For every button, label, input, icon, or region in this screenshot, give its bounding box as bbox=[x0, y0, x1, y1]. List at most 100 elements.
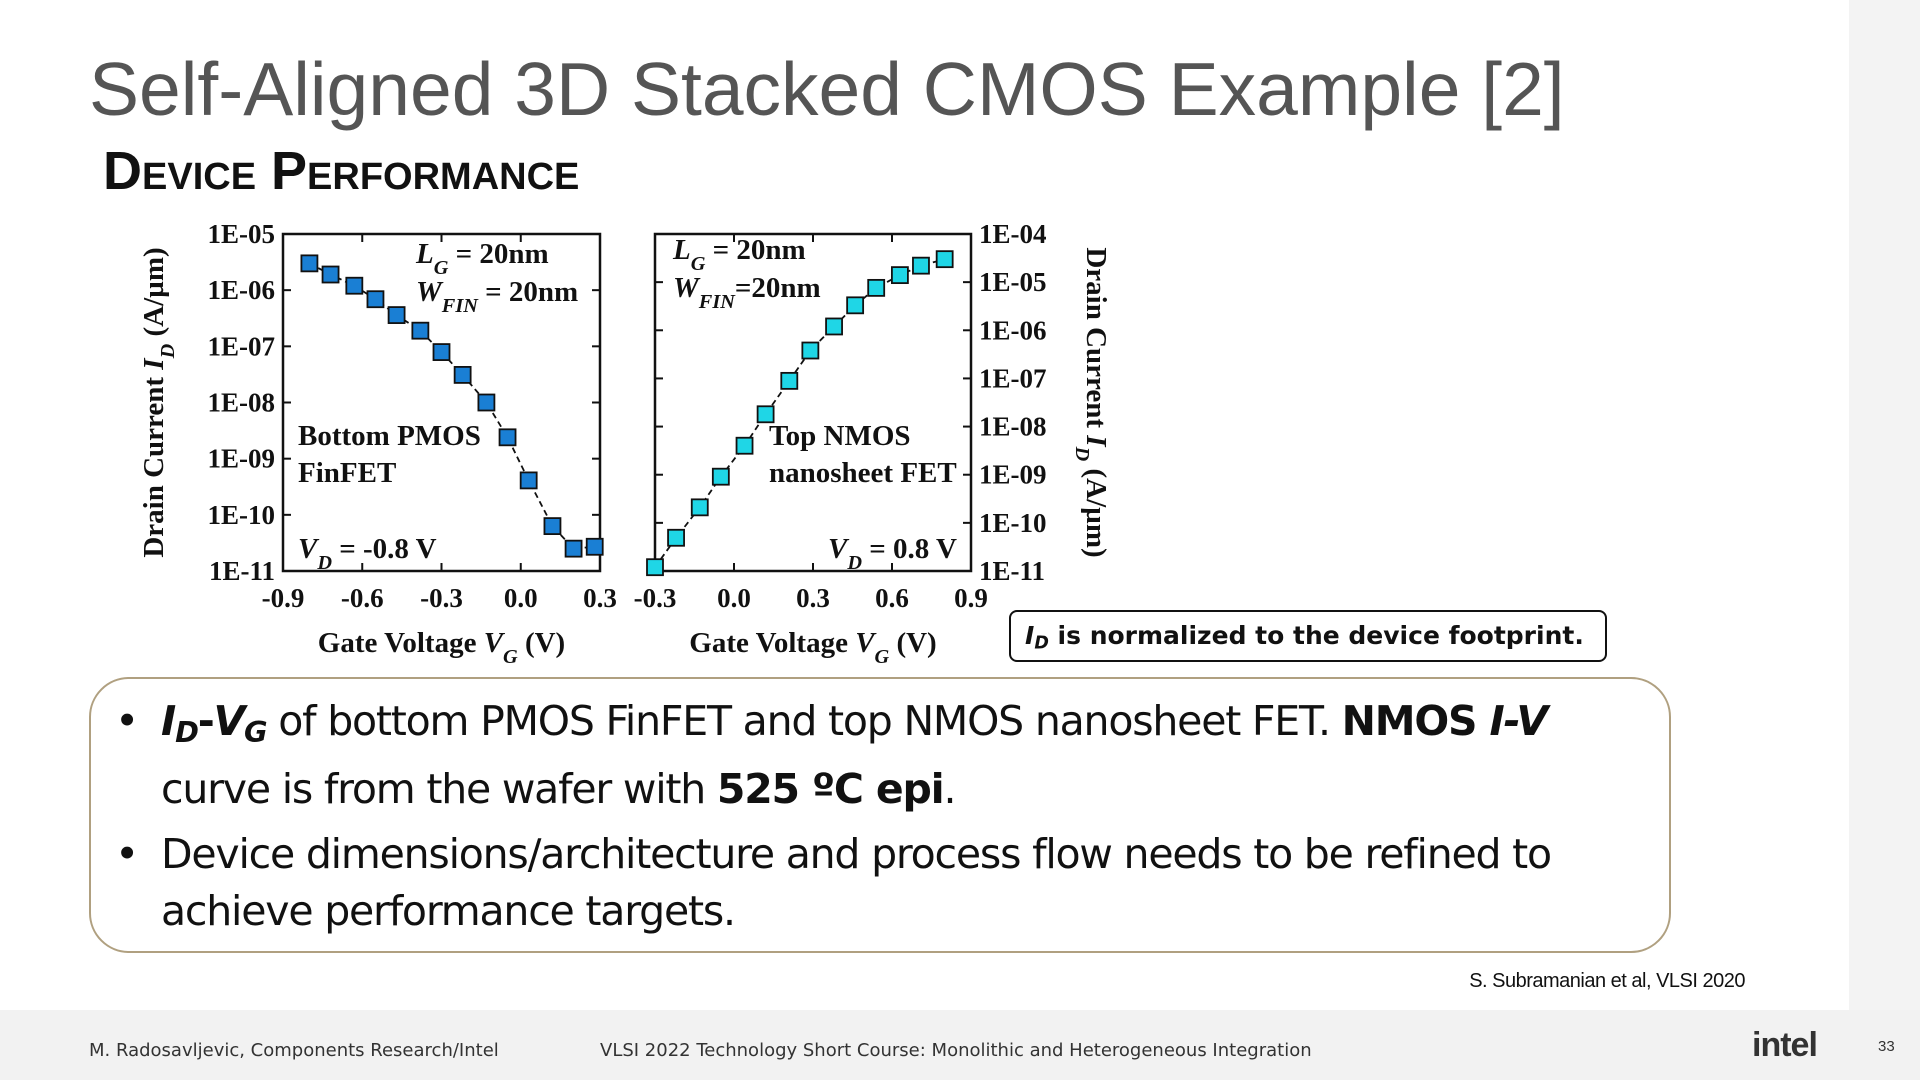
text-run: = 20nm bbox=[448, 238, 548, 270]
text-run: D bbox=[1071, 446, 1093, 462]
text-run: nanosheet FET bbox=[769, 457, 957, 489]
marker bbox=[564, 539, 583, 558]
text-run: (V) bbox=[518, 627, 566, 659]
text-run: I bbox=[161, 697, 176, 745]
marker bbox=[585, 537, 604, 556]
text-run: V bbox=[855, 627, 877, 659]
annotation: VD = -0.8 V bbox=[298, 533, 437, 574]
text-run: =20nm bbox=[735, 272, 821, 304]
text-run: (A/µm) bbox=[138, 247, 170, 343]
text-run: FIN bbox=[441, 295, 479, 317]
text-run: D bbox=[175, 715, 199, 750]
marker bbox=[912, 256, 930, 275]
text-run: V bbox=[828, 533, 850, 565]
y-axis-label: Drain Current ID (A/µm) bbox=[1071, 247, 1112, 557]
text-run: FinFET bbox=[298, 457, 396, 489]
marker bbox=[453, 366, 472, 384]
annotation: FinFET bbox=[298, 457, 396, 489]
bullet: Device dimensions/architecture and proce… bbox=[115, 826, 1639, 940]
y-tick-label: 1E-11 bbox=[209, 556, 275, 586]
annotation: WFIN=20nm bbox=[673, 272, 821, 313]
marker bbox=[825, 317, 843, 336]
x-tick-label: -0.6 bbox=[341, 583, 384, 613]
text-run: = -0.8 V bbox=[332, 533, 437, 565]
marker bbox=[477, 393, 496, 412]
charts: 1E-051E-061E-071E-081E-091E-101E-11-0.9-… bbox=[138, 219, 1112, 668]
page-number: 33 bbox=[1878, 1038, 1895, 1055]
section-title: Device Performance bbox=[103, 141, 580, 201]
marker bbox=[867, 278, 886, 297]
y-tick-label: 1E-06 bbox=[208, 275, 276, 305]
marker bbox=[432, 343, 451, 361]
text-run: I bbox=[1080, 434, 1112, 448]
marker bbox=[935, 250, 954, 269]
marker bbox=[735, 436, 754, 455]
marker bbox=[321, 265, 340, 284]
text-run: G bbox=[691, 253, 706, 275]
annotation: Top NMOS bbox=[769, 420, 911, 452]
text-run: NMOS bbox=[1341, 697, 1490, 745]
text-run: Device dimensions/architecture and proce… bbox=[161, 830, 1552, 936]
y-tick-label: 1E-11 bbox=[979, 556, 1045, 586]
text-run: Gate Voltage bbox=[318, 627, 484, 659]
marker bbox=[300, 254, 319, 273]
note-box: ID is normalized to the device footprint… bbox=[1009, 610, 1607, 662]
x-tick-label: 0.0 bbox=[717, 583, 751, 613]
text-run: curve is from the wafer with bbox=[161, 765, 717, 814]
text-run: = 0.8 V bbox=[862, 533, 957, 565]
slide-title: Self-Aligned 3D Stacked CMOS Example [2] bbox=[89, 47, 1565, 131]
text-run: FIN bbox=[698, 291, 736, 313]
text-run: G bbox=[875, 646, 890, 668]
citation: S. Subramanian et al, VLSI 2020 bbox=[1469, 970, 1745, 992]
y-axis-label: Drain Current ID (A/µm) bbox=[138, 247, 179, 557]
text-run: Gate Voltage bbox=[689, 627, 855, 659]
text-run: of bottom PMOS FinFET and top NMOS nanos… bbox=[266, 697, 1342, 745]
x-tick-label: 0.3 bbox=[796, 583, 830, 613]
text-run: I bbox=[138, 357, 170, 371]
y-tick-label: 1E-08 bbox=[979, 412, 1047, 442]
text-run: Drain Current bbox=[138, 370, 170, 558]
bullet: ID-VG of bottom PMOS FinFET and top NMOS… bbox=[115, 693, 1639, 818]
annotation: VD = 0.8 V bbox=[828, 533, 957, 574]
y-tick-label: 1E-07 bbox=[979, 363, 1047, 393]
marker bbox=[411, 321, 430, 340]
footer-course: VLSI 2022 Technology Short Course: Monol… bbox=[600, 1040, 1312, 1061]
logo: intel bbox=[1752, 1026, 1818, 1064]
y-tick-label: 1E-08 bbox=[208, 388, 276, 418]
marker bbox=[711, 467, 730, 486]
marker bbox=[519, 471, 538, 490]
text-run: L bbox=[672, 234, 691, 266]
footer-author: M. Radosavljevic, Components Research/In… bbox=[89, 1040, 499, 1061]
y-tick-label: 1E-05 bbox=[208, 219, 276, 249]
marker bbox=[756, 405, 775, 424]
y-tick-label: 1E-09 bbox=[208, 444, 276, 474]
text-run: G bbox=[244, 715, 268, 750]
text-run: W bbox=[416, 276, 444, 308]
x-tick-label: 0.6 bbox=[875, 583, 909, 613]
x-tick-label: -0.9 bbox=[262, 583, 305, 613]
text-run: (A/µm) bbox=[1080, 461, 1112, 557]
y-tick-label: 1E-07 bbox=[208, 331, 276, 361]
annotation: LG = 20nm bbox=[672, 234, 806, 275]
marker bbox=[846, 296, 865, 315]
text-run: - bbox=[197, 697, 215, 745]
y-tick-label: 1E-05 bbox=[979, 267, 1047, 297]
x-tick-label: -0.3 bbox=[420, 583, 463, 613]
text-run: (V) bbox=[889, 627, 937, 659]
text-run: = 20nm bbox=[478, 276, 578, 308]
annotation: WFIN = 20nm bbox=[416, 276, 578, 317]
text-run: Bottom PMOS bbox=[298, 420, 481, 452]
x-tick-label: 0.9 bbox=[954, 583, 988, 613]
marker bbox=[498, 428, 517, 447]
text-run: D bbox=[846, 552, 862, 574]
y-tick-label: 1E-10 bbox=[979, 508, 1047, 538]
marker bbox=[690, 498, 709, 517]
text-run: D bbox=[316, 552, 332, 574]
marker bbox=[667, 528, 685, 547]
text-run: I bbox=[1025, 621, 1035, 650]
annotation: nanosheet FET bbox=[769, 457, 957, 489]
marker bbox=[801, 341, 820, 360]
y-tick-label: 1E-09 bbox=[979, 460, 1047, 490]
y-tick-label: 1E-06 bbox=[979, 315, 1047, 345]
